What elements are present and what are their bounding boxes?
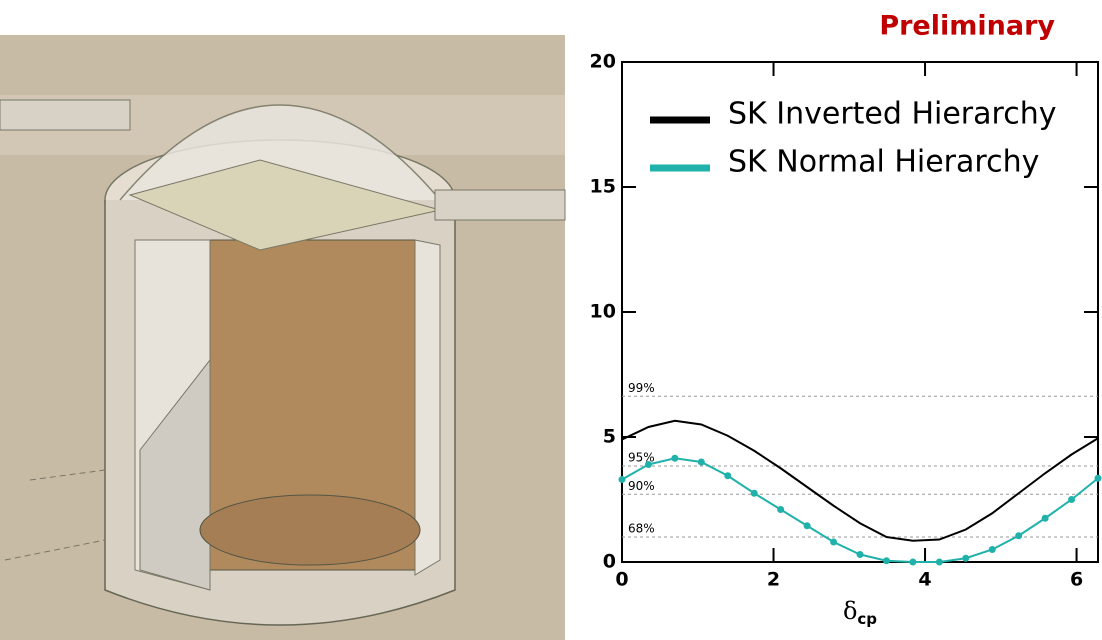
cl-label: 68% xyxy=(628,522,655,536)
point xyxy=(1041,514,1049,522)
point xyxy=(1068,496,1076,503)
y-tick-label: 20 xyxy=(590,51,616,73)
point xyxy=(697,458,705,466)
legend-label: SK Normal Hierarchy xyxy=(728,145,1039,180)
cl-label: 99% xyxy=(628,381,655,395)
point xyxy=(909,558,917,566)
point xyxy=(962,554,970,562)
y-tick-label: 10 xyxy=(590,301,616,323)
y-tick-label: 0 xyxy=(603,551,616,573)
y-tick-label: 5 xyxy=(603,426,616,448)
point xyxy=(856,551,864,558)
x-label-sub: cp xyxy=(857,610,877,628)
x-tick-label: 0 xyxy=(615,569,628,591)
point xyxy=(1094,474,1102,482)
point xyxy=(644,461,652,468)
legend-label: SK Inverted Hierarchy xyxy=(728,97,1056,132)
x-axis-label: δcp xyxy=(843,597,877,628)
point xyxy=(988,546,996,553)
series-line xyxy=(621,419,1099,542)
plot: 0 5 10 15 20 0 2 4 6 99% 95% 90% 68% SK Inverted Hier… xyxy=(590,51,1102,591)
x-label-main: δ xyxy=(843,597,857,625)
point xyxy=(724,472,732,480)
point xyxy=(935,558,943,566)
x-tick-label: 2 xyxy=(767,569,780,591)
point xyxy=(882,557,890,565)
cl-label: 90% xyxy=(628,479,655,493)
series-line xyxy=(621,457,1099,563)
point xyxy=(803,522,811,530)
point xyxy=(777,506,785,513)
point xyxy=(750,489,758,497)
x-tick-label: 4 xyxy=(918,569,931,591)
y-tick-label: 15 xyxy=(590,176,616,198)
detector-illustration xyxy=(0,35,566,640)
x-tick-label: 6 xyxy=(1070,569,1083,591)
cl-label: 95% xyxy=(628,451,655,465)
point xyxy=(830,538,838,546)
preliminary-label: Preliminary xyxy=(879,11,1055,42)
point xyxy=(618,476,626,483)
point xyxy=(1015,532,1023,540)
point xyxy=(671,454,679,462)
